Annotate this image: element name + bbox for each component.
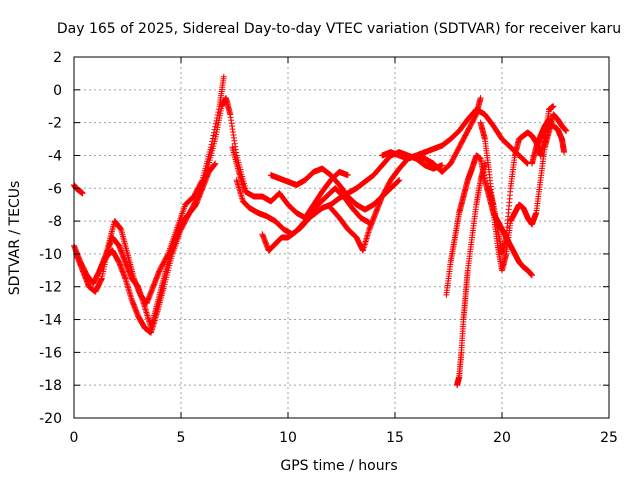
y-tick-label: -12 [39,280,62,296]
series-arc-i [327,95,484,254]
y-tick-label: -4 [48,148,62,164]
data-point [212,123,219,130]
x-tick-label: 5 [177,430,186,446]
data-point [209,138,216,145]
y-tick-label: -10 [39,247,62,263]
x-tick-label: 0 [70,430,79,446]
data-point [212,160,219,167]
data-point [477,95,484,102]
y-tick-label: -2 [48,116,62,132]
data-point [546,116,553,123]
data-point [220,73,227,80]
data-point [215,106,222,113]
series-arc-l [454,160,488,389]
series-arc-h [267,165,403,213]
y-tick-label: -16 [39,345,62,361]
data-point [561,149,568,156]
series-arc-a [71,181,86,197]
x-tick-label: 25 [600,430,618,446]
data-point [209,135,216,142]
data-point [215,109,222,116]
data-layer [71,73,570,389]
y-tick-label: -6 [48,181,62,197]
plot-frame [73,56,610,419]
x-axis-label: GPS time / hours [280,458,397,474]
data-point [524,160,531,167]
data-point [481,160,488,167]
data-point [212,120,219,127]
data-point [523,159,530,166]
data-point [211,129,218,136]
data-point [214,112,221,119]
data-point [396,177,403,184]
data-point [528,272,535,279]
data-point [213,117,220,124]
series-arc-p [528,116,553,167]
data-point [210,132,217,139]
data-point [395,178,402,185]
data-point [208,141,215,148]
x-tick-labels: 0 5 10 15 20 25 [70,430,618,446]
grid [74,57,609,418]
x-tick-label: 15 [386,430,404,446]
y-axis-label: SDTVAR / TECUs [7,181,23,296]
data-point [207,144,214,151]
chart-title: Day 165 of 2025, Sidereal Day-to-day VTE… [57,21,621,37]
series-arc-d [96,160,219,331]
y-tick-label: -8 [48,214,62,230]
y-tick-labels: -20-18-16-14-12-10-8-6-4-202 [39,50,62,427]
data-point [79,190,86,197]
data-point [211,126,218,133]
data-point [563,127,570,134]
series-arc-e [229,144,351,221]
data-point [214,114,221,121]
data-point [395,177,402,184]
series-arc-j [379,106,531,167]
data-point [550,103,557,110]
y-tick-label: -18 [39,378,62,394]
y-tick-label: -20 [39,411,62,427]
data-point [344,172,351,179]
y-tick-label: -14 [39,313,62,329]
x-tick-label: 10 [279,430,297,446]
x-tick-label: 20 [493,430,511,446]
data-point [439,162,446,169]
series-arc-f [233,177,373,238]
ticks [73,56,610,419]
y-tick-label: 2 [53,50,62,66]
y-tick-label: 0 [53,83,62,99]
